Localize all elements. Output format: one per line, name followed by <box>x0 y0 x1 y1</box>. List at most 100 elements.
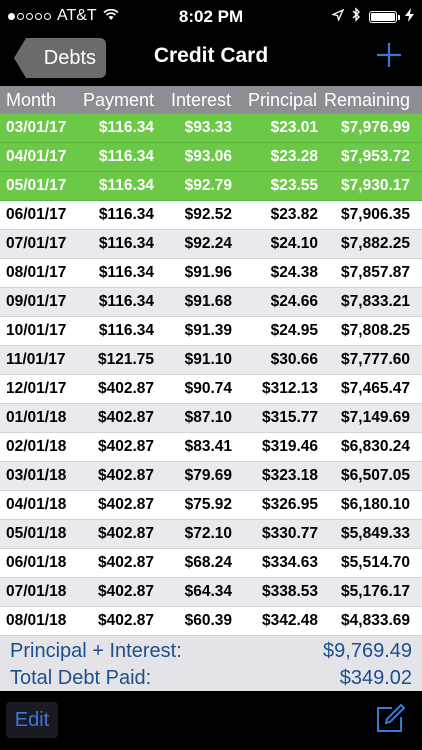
table-row[interactable]: 08/01/18 $402.87 $60.39 $342.48 $4,833.69 <box>0 607 422 636</box>
compose-button[interactable] <box>374 703 406 735</box>
table-row[interactable]: 04/01/17 $116.34 $93.06 $23.28 $7,953.72 <box>0 143 422 172</box>
cell-payment: $121.75 <box>97 351 154 368</box>
cell-principal: $23.01 <box>270 119 318 136</box>
bottom-toolbar: Edit <box>0 691 422 750</box>
cell-interest: $83.41 <box>184 438 232 455</box>
cell-remaining: $7,465.47 <box>341 380 410 397</box>
cell-remaining: $7,857.87 <box>341 264 410 281</box>
table-body: 03/01/17 $116.34 $93.33 $23.01 $7,976.99 04/0… <box>0 114 422 636</box>
cell-month: 11/01/17 <box>6 351 66 368</box>
cell-payment: $116.34 <box>98 148 154 165</box>
table-row[interactable]: 09/01/17 $116.34 $91.68 $24.66 $7,833.21 <box>0 288 422 317</box>
total-paid-value: $349.02 <box>339 666 412 689</box>
cell-payment: $116.34 <box>98 177 154 194</box>
table-row[interactable]: 01/01/18 $402.87 $87.10 $315.77 $7,149.69 <box>0 404 422 433</box>
cell-payment: $402.87 <box>97 409 154 426</box>
page-title: Credit Card <box>153 44 269 67</box>
cell-month: 12/01/17 <box>6 380 67 397</box>
table-row[interactable]: 06/01/17 $116.34 $92.52 $23.82 $7,906.35 <box>0 201 422 230</box>
cell-month: 04/01/18 <box>6 496 67 513</box>
plus-icon <box>376 38 402 76</box>
battery-icon <box>369 10 400 23</box>
cell-month: 06/01/17 <box>6 206 67 223</box>
table-row[interactable]: 10/01/17 $116.34 $91.39 $24.95 $7,808.25 <box>0 317 422 346</box>
table-row[interactable]: 06/01/18 $402.87 $68.24 $334.63 $5,514.70 <box>0 549 422 578</box>
cell-remaining: $7,930.17 <box>341 177 410 194</box>
cell-remaining: $7,833.21 <box>341 293 410 310</box>
cell-payment: $402.87 <box>97 467 154 484</box>
cell-payment: $402.87 <box>97 525 154 542</box>
cell-interest: $91.96 <box>184 264 232 281</box>
table-row[interactable]: 07/01/17 $116.34 $92.24 $24.10 $7,882.25 <box>0 230 422 259</box>
back-button[interactable]: Debts <box>14 38 106 78</box>
principal-interest-row: Principal + Interest: $9,769.49 <box>10 638 412 664</box>
cell-principal: $23.82 <box>270 206 318 223</box>
cell-remaining: $6,180.10 <box>341 496 410 513</box>
cell-interest: $92.52 <box>184 206 232 223</box>
cell-remaining: $7,808.25 <box>341 322 410 339</box>
cell-remaining: $7,976.99 <box>341 119 410 136</box>
cell-interest: $92.79 <box>184 177 232 194</box>
table-row[interactable]: 12/01/17 $402.87 $90.74 $312.13 $7,465.47 <box>0 375 422 404</box>
cell-month: 03/01/18 <box>6 467 67 484</box>
cell-month: 01/01/18 <box>6 409 67 426</box>
cell-interest: $91.39 <box>184 322 232 339</box>
add-button[interactable] <box>376 40 402 74</box>
column-header-interest: Interest <box>170 89 231 110</box>
bluetooth-icon <box>352 7 361 26</box>
cell-month: 03/01/17 <box>6 119 67 136</box>
cell-month: 07/01/17 <box>6 235 67 252</box>
cell-interest: $93.33 <box>184 119 232 136</box>
status-left: AT&T <box>8 7 119 25</box>
cell-interest: $93.06 <box>184 148 232 165</box>
total-paid-row: Total Debt Paid: $349.02 <box>10 665 412 691</box>
signal-strength-icon <box>8 12 51 20</box>
cell-payment: $402.87 <box>97 438 154 455</box>
cell-principal: $338.53 <box>261 583 318 600</box>
cell-principal: $24.38 <box>270 264 318 281</box>
table-row[interactable]: 05/01/17 $116.34 $92.79 $23.55 $7,930.17 <box>0 172 422 201</box>
cell-interest: $72.10 <box>184 525 232 542</box>
table-row[interactable]: 03/01/18 $402.87 $79.69 $323.18 $6,507.05 <box>0 462 422 491</box>
cell-month: 05/01/18 <box>6 525 67 542</box>
table-row[interactable]: 04/01/18 $402.87 $75.92 $326.95 $6,180.10 <box>0 491 422 520</box>
cell-remaining: $6,507.05 <box>341 467 410 484</box>
cell-month: 06/01/18 <box>6 554 67 571</box>
cell-interest: $68.24 <box>184 554 232 571</box>
cell-principal: $334.63 <box>261 554 318 571</box>
compose-icon <box>374 703 406 739</box>
status-right <box>330 7 414 26</box>
table-row[interactable]: 07/01/18 $402.87 $64.34 $338.53 $5,176.17 <box>0 578 422 607</box>
cell-payment: $402.87 <box>97 583 154 600</box>
edit-button[interactable]: Edit <box>6 702 58 738</box>
cell-month: 08/01/18 <box>6 612 67 629</box>
cell-interest: $91.10 <box>184 351 232 368</box>
cell-payment: $116.34 <box>98 119 154 136</box>
cell-principal: $342.48 <box>261 612 318 629</box>
cell-payment: $402.87 <box>97 496 154 513</box>
status-time: 8:02 PM <box>178 7 244 26</box>
cell-remaining: $5,176.17 <box>341 583 410 600</box>
cell-principal: $330.77 <box>261 525 318 542</box>
amortization-table: Month Payment Interest Principal Remaini… <box>0 86 422 636</box>
principal-interest-value: $9,769.49 <box>323 639 412 662</box>
cell-principal: $24.66 <box>270 293 318 310</box>
cell-month: 09/01/17 <box>6 293 67 310</box>
table-header: Month Payment Interest Principal Remaini… <box>0 86 422 114</box>
cell-interest: $64.34 <box>184 583 232 600</box>
cell-month: 08/01/17 <box>6 264 67 281</box>
table-row[interactable]: 02/01/18 $402.87 $83.41 $319.46 $6,830.24 <box>0 433 422 462</box>
cell-payment: $116.34 <box>98 264 154 281</box>
column-header-payment: Payment <box>82 89 154 110</box>
column-header-remaining: Remaining <box>323 89 410 110</box>
cell-payment: $116.34 <box>98 322 154 339</box>
wifi-icon <box>103 8 119 25</box>
cell-interest: $91.68 <box>184 293 232 310</box>
table-row[interactable]: 03/01/17 $116.34 $93.33 $23.01 $7,976.99 <box>0 114 422 143</box>
table-row[interactable]: 05/01/18 $402.87 $72.10 $330.77 $5,849.33 <box>0 520 422 549</box>
cell-interest: $87.10 <box>184 409 232 426</box>
cell-principal: $319.46 <box>261 438 318 455</box>
column-header-month: Month <box>6 89 57 110</box>
table-row[interactable]: 08/01/17 $116.34 $91.96 $24.38 $7,857.87 <box>0 259 422 288</box>
table-row[interactable]: 11/01/17 $121.75 $91.10 $30.66 $7,777.60 <box>0 346 422 375</box>
